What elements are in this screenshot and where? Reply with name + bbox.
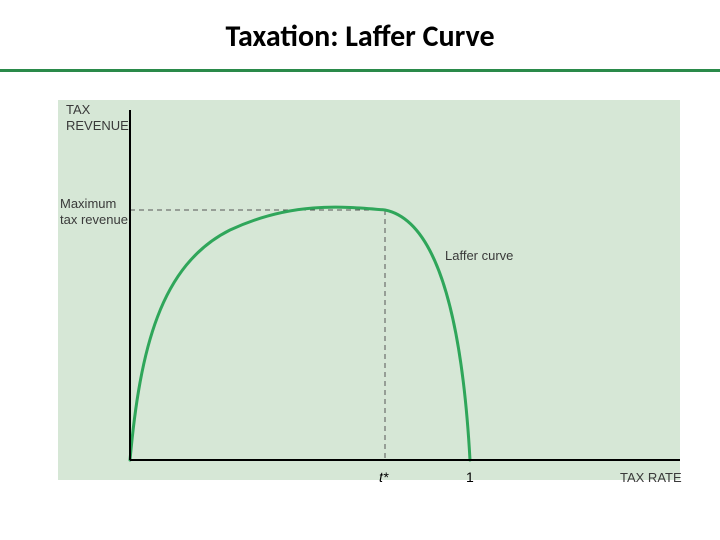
max-revenue-label-2: tax revenue [60,212,128,227]
title-rule [0,69,720,72]
chart-svg: TAXREVENUE Maximumtax revenue Laffer curve… [30,90,690,510]
slide: Taxation: Laffer Curve TAXREVENUE Maximum… [0,0,720,540]
laffer-chart: TAXREVENUE Maximumtax revenue Laffer curve… [30,90,690,515]
t-star-label: t* [379,469,389,485]
y-axis-label-2: REVENUE [66,118,129,133]
page-title: Taxation: Laffer Curve [0,0,720,55]
one-label: 1 [466,469,474,485]
max-revenue-label-1: Maximum [60,196,116,211]
curve-label: Laffer curve [445,248,513,263]
x-axis-label: TAX RATE [620,470,682,485]
y-axis-label-1: TAX [66,102,91,117]
chart-background [58,100,680,480]
